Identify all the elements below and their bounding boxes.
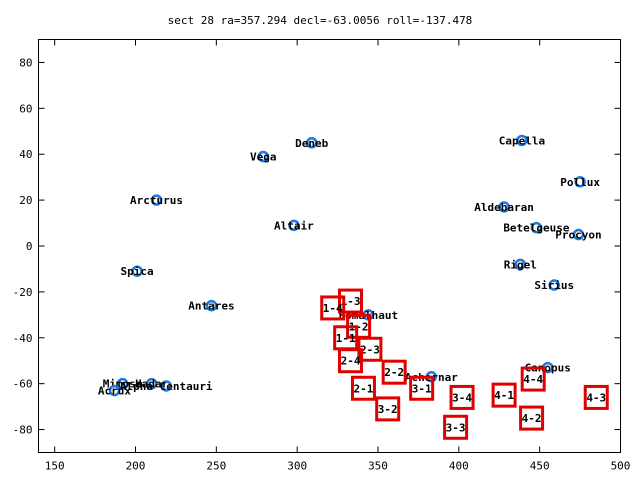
star-label: Procyon	[555, 229, 601, 242]
star-label: Hadar	[135, 378, 168, 391]
sector-box-label: 2-2	[384, 366, 404, 379]
sector-box	[409, 375, 435, 401]
star-marker	[516, 134, 528, 147]
star-label: Deneb	[295, 137, 328, 150]
star-marker	[572, 228, 585, 241]
star-marker	[116, 377, 129, 390]
star-marker	[257, 150, 269, 163]
sector-box	[491, 382, 517, 408]
star-marker	[288, 219, 300, 232]
sector-box	[583, 384, 609, 410]
sector-boxes: 1-31-4 1-21-1 2-32-4 2-2 2-1 3-1 3-2 3-4 3-3 4-4 4…	[320, 288, 609, 440]
y-tick-label: -20	[13, 286, 33, 299]
sector-box	[375, 396, 401, 422]
star-label: Alpha Centauri	[120, 380, 213, 393]
star-marker	[205, 299, 218, 312]
x-axis: 150 200 250 300 350 400 450 500	[45, 39, 631, 473]
star-label: Pollux	[560, 176, 600, 189]
star-label: Betelgeuse	[503, 222, 570, 235]
star-label: Acrux	[98, 385, 131, 398]
sector-box-label: 4-1	[494, 389, 514, 402]
star-label: Canopus	[525, 362, 571, 375]
sector-box-label: 2-3	[360, 343, 380, 356]
x-tick-label: 300	[287, 460, 307, 473]
x-tick-label: 250	[206, 460, 226, 473]
y-axis: -80 -60 -40 -20 0 20 40 60 80	[13, 56, 621, 437]
star-label: Arcturus	[130, 194, 183, 207]
star-label: Spica	[121, 265, 154, 278]
sector-box	[520, 366, 546, 392]
sector-box	[519, 405, 545, 431]
star-marker	[514, 258, 527, 271]
star-marker	[498, 201, 510, 213]
star-marker	[150, 194, 163, 206]
sector-box	[338, 348, 364, 374]
sector-box-label: 1-3	[341, 295, 361, 308]
star-marker	[574, 176, 586, 188]
star-marker	[305, 137, 318, 149]
sector-box	[449, 384, 475, 410]
y-tick-label: 40	[19, 148, 32, 161]
x-tick-label: 400	[449, 460, 469, 473]
sector-box	[350, 375, 376, 401]
y-tick-label: 60	[19, 102, 32, 115]
star-marker	[160, 380, 172, 392]
sector-box-label: 3-3	[446, 421, 466, 434]
sector-box-label: 1-4	[323, 302, 343, 315]
sector-box	[338, 288, 364, 314]
star-label: Antares	[188, 300, 234, 313]
sector-box-label: 1-2	[349, 320, 369, 333]
sector-box-label: 3-1	[412, 382, 432, 395]
sector-box	[320, 295, 346, 321]
star-marker	[131, 265, 143, 277]
x-tick-label: 150	[45, 460, 65, 473]
star-marker	[145, 377, 158, 390]
x-tick-label: 200	[126, 460, 146, 473]
star-label: Vega	[250, 151, 277, 164]
y-tick-label: 0	[26, 240, 33, 253]
y-tick-label: -40	[13, 332, 33, 345]
y-tick-label: 20	[19, 194, 32, 207]
sector-box-label: 4-2	[522, 412, 542, 425]
sector-box-label: 2-4	[341, 355, 361, 368]
star-label: Rigel	[504, 258, 537, 271]
y-tick-label: 80	[19, 56, 32, 69]
y-tick-label: -60	[13, 378, 33, 391]
x-tick-label: 450	[530, 460, 550, 473]
y-tick-label: -80	[13, 424, 33, 437]
star-label: Capella	[499, 134, 545, 147]
sector-box-label: 4-4	[523, 373, 543, 386]
sector-box	[381, 359, 407, 385]
x-tick-label: 500	[611, 460, 631, 473]
star-marker	[530, 221, 543, 234]
sector-box-label: 3-4	[452, 391, 472, 404]
sector-box	[443, 414, 469, 440]
star-marker	[108, 384, 121, 397]
star-marker	[548, 279, 560, 291]
sector-box-label: 2-1	[354, 382, 374, 395]
star-label: Aldebaran	[474, 201, 534, 214]
sector-box-label: 3-2	[378, 403, 398, 416]
star-label: Altair	[274, 219, 314, 232]
sector-box-label: 4-3	[586, 391, 606, 404]
chart-title: sect 28 ra=357.294 decl=-63.0056 roll=-1…	[168, 14, 473, 27]
star-label: Sirius	[534, 279, 574, 292]
x-tick-label: 350	[368, 460, 388, 473]
sector-box-label: 1-1	[336, 332, 356, 345]
